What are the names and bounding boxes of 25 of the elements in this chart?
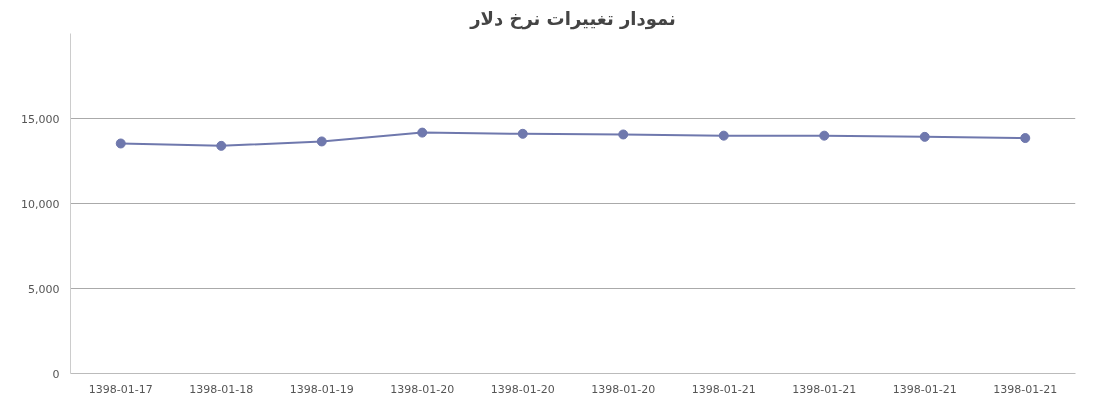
point bbox=[618, 129, 629, 140]
x-tick-label: 1398-01-20 bbox=[591, 382, 656, 396]
x-tick-label: 1398-01-20 bbox=[390, 382, 455, 396]
x-tick-label: 1398-01-21 bbox=[993, 382, 1058, 396]
point bbox=[1020, 133, 1031, 144]
x-tick-label: 1398-01-20 bbox=[490, 382, 555, 396]
y-tick-label: 0 bbox=[52, 367, 60, 381]
x-tick-label: 1398-01-21 bbox=[691, 382, 756, 396]
y-tick-label: 5,000 bbox=[28, 282, 60, 296]
y-tick-label: 15,000 bbox=[21, 112, 60, 126]
point bbox=[919, 131, 930, 142]
point bbox=[819, 130, 830, 141]
point bbox=[517, 128, 528, 139]
x-tick-label: 1398-01-21 bbox=[792, 382, 857, 396]
point bbox=[316, 136, 327, 147]
point bbox=[718, 130, 729, 141]
x-tick-label: 1398-01-18 bbox=[189, 382, 254, 396]
point bbox=[216, 140, 227, 151]
x-tick-label: 1398-01-21 bbox=[892, 382, 957, 396]
chart-title: نمودار تغییرات نرخ دلار bbox=[469, 7, 676, 30]
x-tick-label: 1398-01-17 bbox=[88, 382, 153, 396]
point bbox=[115, 138, 126, 149]
x-tick-label: 1398-01-19 bbox=[289, 382, 354, 396]
point bbox=[417, 127, 428, 138]
y-tick-label: 10,000 bbox=[21, 197, 60, 211]
